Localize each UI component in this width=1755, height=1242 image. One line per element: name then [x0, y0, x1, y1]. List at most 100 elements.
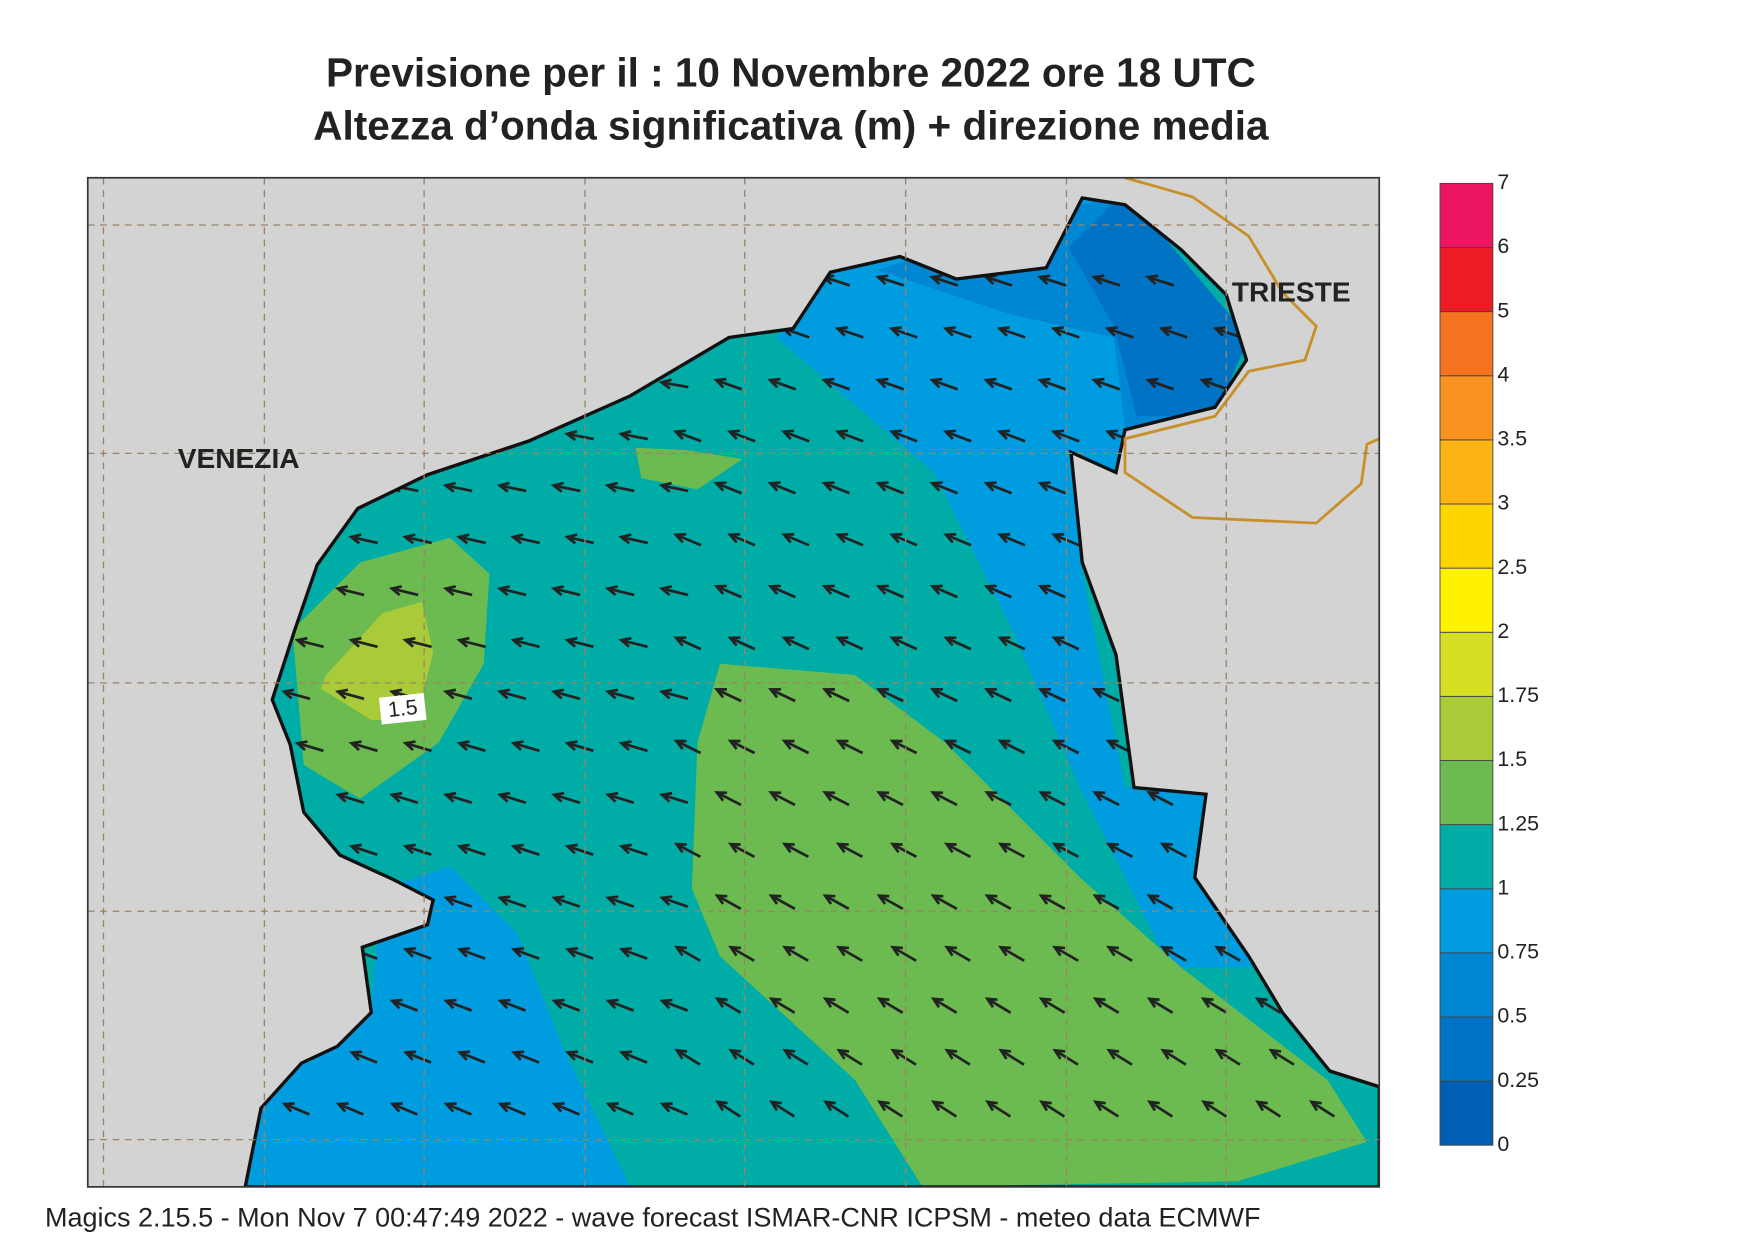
arrow: [510, 533, 540, 545]
arrow: [510, 740, 540, 753]
arrow: [605, 1102, 634, 1116]
arrow: [565, 1050, 594, 1064]
arrow: [1147, 1100, 1174, 1118]
arrow: [983, 481, 1013, 495]
arrow: [781, 636, 810, 651]
arrow: [822, 791, 850, 807]
colorbar-band: [1439, 952, 1494, 1018]
arrow: [658, 688, 689, 701]
arrow: [658, 481, 689, 493]
arrow: [943, 532, 972, 547]
arrow: [442, 481, 473, 493]
arrow: [929, 688, 958, 703]
arrow: [1052, 945, 1079, 962]
arrow: [403, 1050, 432, 1064]
arrow: [456, 947, 486, 960]
arrow: [929, 584, 958, 599]
arrow: [673, 739, 702, 755]
arrow: [767, 584, 796, 599]
arrow: [1050, 429, 1080, 443]
colorbar-label: 0.25: [1497, 1068, 1539, 1092]
arrow: [674, 945, 701, 962]
arrow: [1255, 1100, 1282, 1118]
arrow: [727, 636, 756, 651]
graticule: [87, 177, 1380, 1187]
arrow: [780, 429, 810, 443]
arrow: [564, 947, 594, 960]
map-frame: [86, 176, 1381, 1188]
arrow: [875, 274, 905, 287]
colorbar-label: 1.5: [1497, 747, 1527, 771]
arrow: [767, 688, 796, 703]
arrow: [983, 377, 1013, 391]
arrow: [877, 1100, 904, 1118]
arrow: [604, 481, 635, 493]
band-15-175: [320, 601, 434, 720]
arrow: [442, 585, 473, 597]
arrow: [834, 429, 864, 443]
arrow: [944, 945, 971, 962]
arrow: [983, 584, 1012, 599]
arrow: [875, 481, 905, 495]
arrow: [768, 791, 796, 807]
footer: Magics 2.15.5 - Mon Nov 7 00:47:49 2022 …: [45, 1202, 1260, 1232]
colorbar-band: [1439, 888, 1494, 954]
arrow: [551, 791, 581, 805]
arrow: [497, 998, 527, 1012]
arrow: [1309, 1100, 1336, 1118]
arrow: [1037, 274, 1067, 287]
arrow: [280, 688, 311, 701]
arrow: [1106, 1048, 1133, 1066]
arrow: [889, 532, 918, 547]
arrow: [889, 739, 918, 755]
arrow: [821, 377, 851, 391]
colorbar-label: 4: [1497, 362, 1509, 386]
arrow: [821, 584, 850, 599]
arrow: [930, 894, 958, 910]
arrow: [781, 842, 810, 859]
band-125-15: [691, 663, 1367, 1187]
arrow: [1092, 997, 1120, 1014]
arrow: [564, 843, 594, 856]
arrow: [496, 481, 527, 493]
arrow: [889, 842, 918, 859]
arrow: [604, 688, 635, 701]
arrow: [618, 740, 648, 753]
arrow: [875, 584, 904, 599]
grid-lines: [87, 177, 1380, 1187]
arrow: [402, 947, 432, 960]
arrow: [1145, 377, 1175, 391]
arrow: [768, 997, 796, 1014]
arrow: [727, 532, 756, 547]
arrow: [929, 274, 959, 287]
arrow: [890, 1048, 917, 1066]
border: [1123, 177, 1380, 525]
colorbar-band: [1439, 247, 1494, 313]
arrow: [713, 481, 743, 495]
arrow: [335, 1102, 364, 1116]
colorbar-band: [1439, 1080, 1494, 1146]
arrow: [551, 998, 581, 1012]
arrow: [929, 377, 959, 391]
arrow: [985, 1100, 1012, 1118]
arrow: [1212, 326, 1242, 339]
arrow: [943, 636, 972, 651]
arrow: [564, 740, 594, 753]
arrow: [1145, 274, 1175, 287]
colorbar-label: 3.5: [1497, 427, 1527, 451]
colorbar-label: 2.5: [1497, 555, 1527, 579]
arrow: [836, 945, 863, 962]
arrow: [998, 945, 1025, 962]
arrow: [943, 842, 972, 859]
arrow: [550, 688, 581, 701]
arrow: [930, 997, 958, 1014]
arrow: [782, 1048, 809, 1066]
arrow: [997, 842, 1026, 859]
arrow: [659, 791, 689, 805]
arrow: [876, 791, 904, 807]
arrow: [442, 688, 473, 701]
arrow: [1254, 997, 1282, 1014]
colorbar-band: [1439, 182, 1494, 248]
arrow: [605, 998, 635, 1012]
